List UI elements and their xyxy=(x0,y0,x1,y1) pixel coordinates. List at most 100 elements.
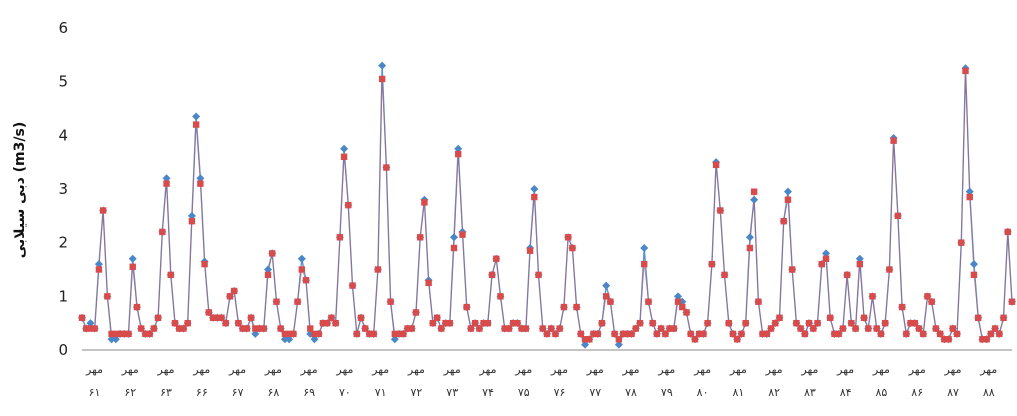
series-2-point xyxy=(446,319,453,327)
series-2-point xyxy=(239,325,246,332)
series-2-point xyxy=(416,234,424,241)
series-2-point xyxy=(624,330,631,338)
series-2-point xyxy=(767,325,775,332)
series-1-point xyxy=(454,144,463,153)
x-tick-label-year: ۶۶ xyxy=(196,386,208,399)
series-2-point xyxy=(349,282,356,289)
series-2-point xyxy=(742,319,749,327)
series-2-point xyxy=(226,293,234,300)
series-2-point xyxy=(869,293,876,300)
series-2-point xyxy=(835,330,842,338)
series-2-point xyxy=(184,319,191,327)
series-1-point xyxy=(128,254,137,263)
series-markers xyxy=(78,61,1016,349)
series-2-point xyxy=(463,303,470,311)
series-2-point xyxy=(429,319,437,327)
series-2-point xyxy=(915,325,923,332)
x-tick-label-month: مهر xyxy=(550,363,568,376)
series-2-point xyxy=(949,325,957,332)
y-axis-title-group: دبی سیلابی (m3/s) xyxy=(12,122,28,258)
series-2-point xyxy=(548,325,555,332)
series-2-point xyxy=(531,193,538,201)
series-1-point xyxy=(111,335,120,344)
series-1-point xyxy=(750,195,759,204)
x-tick-label-month: مهر xyxy=(335,363,353,376)
series-2-point xyxy=(180,325,187,332)
series-2-point xyxy=(581,336,589,343)
series-2-point xyxy=(873,325,880,332)
x-tick-label-year: ۶۱ xyxy=(89,386,101,399)
x-tick-label-month: مهر xyxy=(121,363,139,376)
x-tick-label-year: ۶۷ xyxy=(232,386,244,399)
series-2-point xyxy=(560,303,568,311)
x-tick-label-month: مهر xyxy=(586,363,604,376)
x-tick-label-year: ۶۲ xyxy=(124,386,136,399)
series-1-point xyxy=(390,335,399,344)
series-2-point xyxy=(586,336,593,343)
series-1-point xyxy=(187,211,196,220)
series-2-point xyxy=(264,271,272,279)
x-tick-label-month: مهر xyxy=(836,363,854,376)
series-2-point xyxy=(759,330,766,338)
series-2-point xyxy=(83,325,90,332)
series-2-point xyxy=(674,298,682,305)
series-2-point xyxy=(966,193,973,201)
series-2-point xyxy=(480,319,487,327)
series-2-point xyxy=(235,319,242,327)
series-2-point xyxy=(539,325,546,332)
series-2-point xyxy=(801,330,809,338)
series-2-point xyxy=(556,325,563,332)
series-2-point xyxy=(924,293,931,300)
x-tick-label-year: ۶۳ xyxy=(160,386,172,399)
series-2-point xyxy=(683,309,690,316)
series-2-point xyxy=(590,330,597,338)
series-2-point xyxy=(543,330,551,338)
series-2-point xyxy=(763,330,771,338)
series-2-point xyxy=(129,263,136,271)
x-tick-label-year: ۷۹ xyxy=(661,386,673,399)
series-2-point xyxy=(797,325,804,332)
series-2-point xyxy=(201,260,208,268)
series-2-point xyxy=(522,325,530,332)
series-2-point xyxy=(167,271,174,279)
series-2-point xyxy=(898,303,906,311)
series-2-point xyxy=(197,180,204,187)
series-2-point xyxy=(133,303,141,311)
series-2-point xyxy=(958,239,965,246)
series-2-point xyxy=(514,319,521,327)
x-tick-label-year: ۶۹ xyxy=(303,386,315,399)
series-2-point xyxy=(332,319,339,327)
series-2-point xyxy=(505,325,513,332)
series-2-point xyxy=(476,325,483,332)
series-2-point xyxy=(708,260,716,268)
y-tick-label: 4 xyxy=(58,126,68,144)
series-2-point xyxy=(657,325,665,332)
x-tick-label-year: ۸۷ xyxy=(947,386,959,399)
series-2-point xyxy=(137,325,145,332)
y-tick-label: 0 xyxy=(58,341,68,359)
x-tick-label-month: مهر xyxy=(443,363,461,376)
series-2-point xyxy=(717,207,724,214)
y-tick-label: 5 xyxy=(58,73,68,91)
series-2-point xyxy=(205,309,213,316)
series-2-point xyxy=(459,231,466,238)
x-tick-label-month: مهر xyxy=(85,363,103,376)
series-2-point xyxy=(154,314,162,321)
series-1-point xyxy=(297,254,306,263)
series-2-point xyxy=(442,319,449,327)
series-2-point xyxy=(772,319,779,327)
series-2-point xyxy=(776,314,783,321)
series-2-point xyxy=(632,325,639,332)
series-2-point xyxy=(607,298,614,305)
x-tick-label-month: مهر xyxy=(908,363,926,376)
series-2-point xyxy=(501,325,508,332)
series-2-point xyxy=(311,330,318,338)
x-tick-label-month: مهر xyxy=(693,363,711,376)
series-1-point xyxy=(378,61,387,70)
series-2-point xyxy=(962,67,969,75)
series-1-point xyxy=(251,329,260,338)
series-2-point xyxy=(455,150,462,158)
series-2-point xyxy=(687,330,694,338)
series-2-point xyxy=(552,330,559,338)
